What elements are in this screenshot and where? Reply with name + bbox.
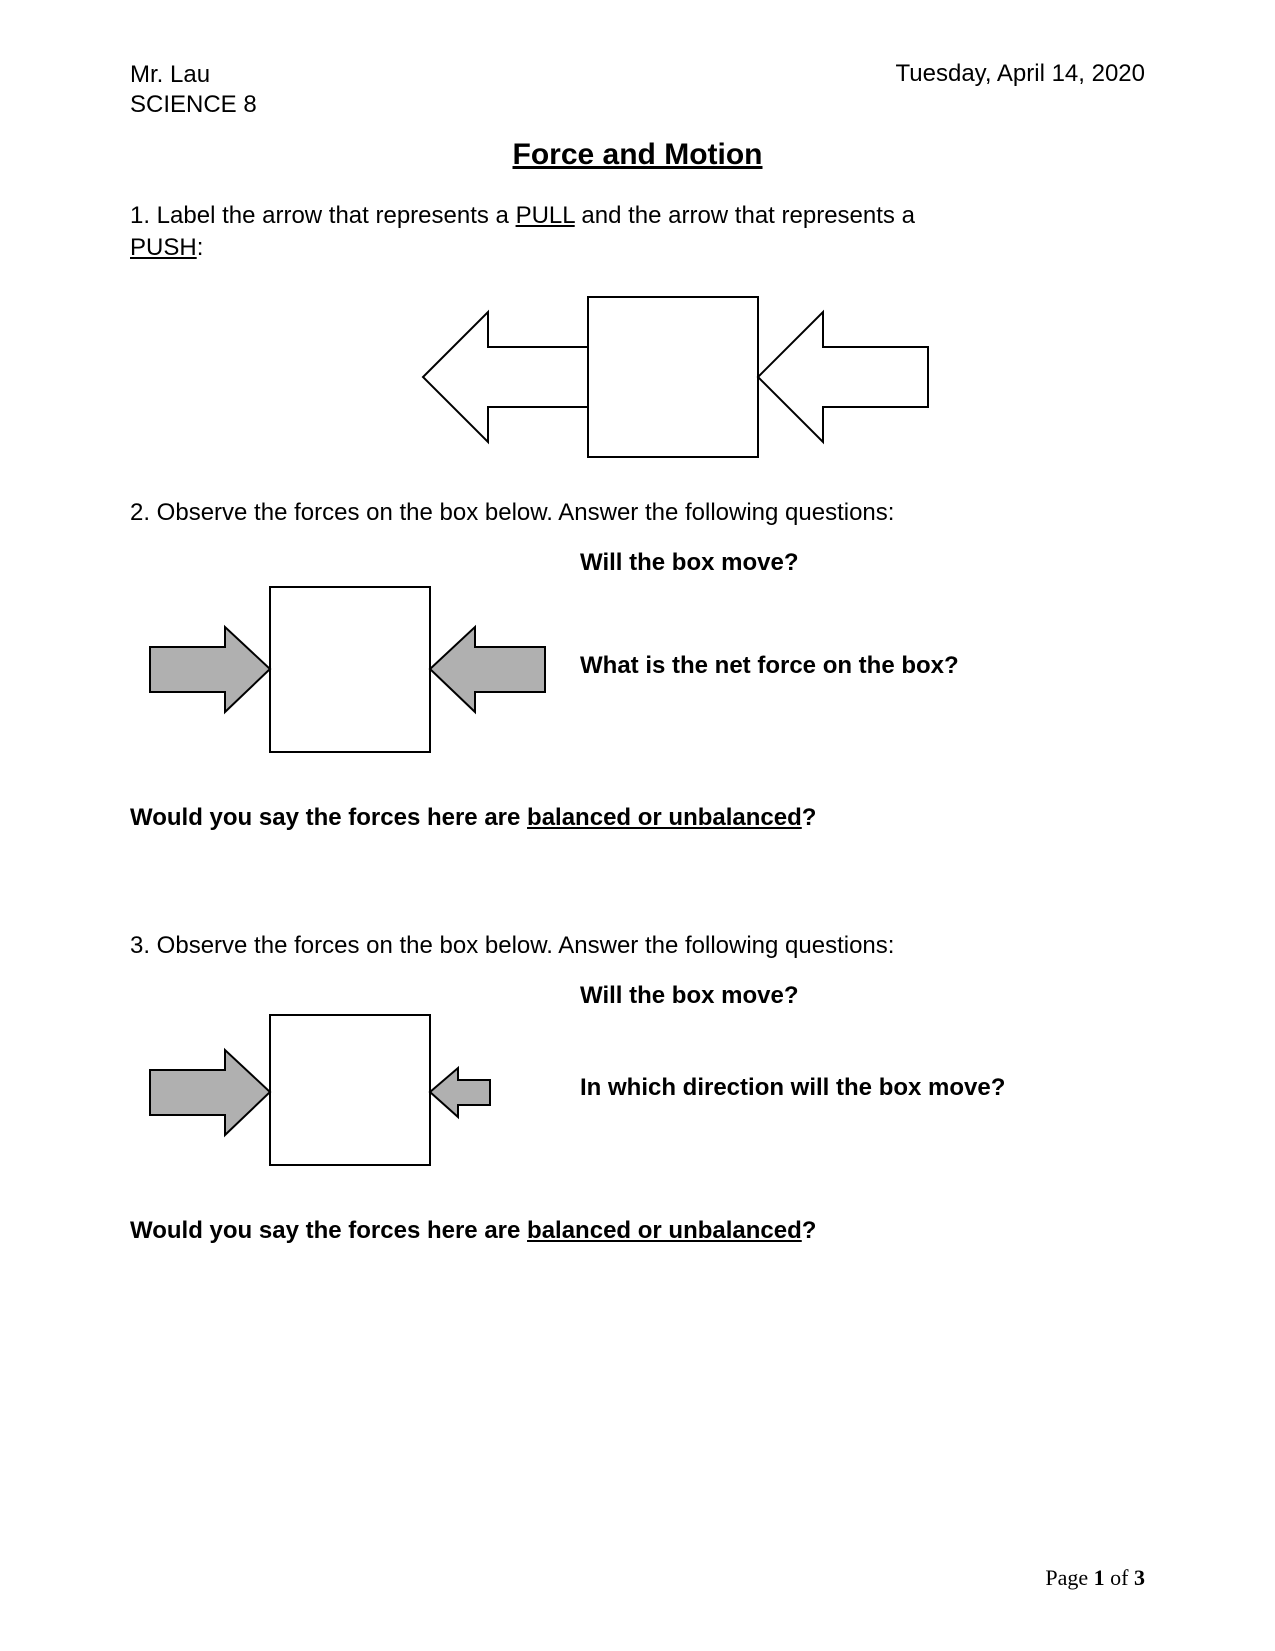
- footer-current-page: 1: [1094, 1565, 1105, 1590]
- q3-prompt: 3. Observe the forces on the box below. …: [130, 930, 1145, 962]
- q2-right-arrow: [430, 627, 545, 712]
- q2-side-questions: Will the box move? What is the net force…: [560, 547, 959, 682]
- q3-right-arrow: [430, 1068, 490, 1117]
- footer-mid: of: [1105, 1565, 1134, 1590]
- header-left: Mr. Lau SCIENCE 8: [130, 60, 257, 120]
- q3-side-q1: Will the box move?: [580, 980, 1005, 1012]
- q3-side-q2: In which direction will the box move?: [580, 1072, 1005, 1104]
- q1-word-pull: PULL: [516, 202, 575, 229]
- q1-left-arrow: [423, 312, 588, 442]
- q2-prompt: 2. Observe the forces on the box below. …: [130, 497, 1145, 529]
- q2-bottom-question: Would you say the forces here are balanc…: [130, 802, 1145, 834]
- q2-left-arrow: [150, 627, 270, 712]
- q3-diagram-wrap: [130, 980, 560, 1175]
- q2-bottom-underlined: balanced or unbalanced: [527, 804, 802, 831]
- q3-bottom-question: Would you say the forces here are balanc…: [130, 1215, 1145, 1247]
- q1-diagram: [328, 287, 948, 467]
- q3-bottom-prefix: Would you say the forces here are: [130, 1217, 527, 1244]
- worksheet-page: Mr. Lau SCIENCE 8 Tuesday, April 14, 202…: [0, 0, 1275, 1651]
- q3-row: Will the box move? In which direction wi…: [130, 980, 1145, 1175]
- q2-bottom-suffix: ?: [802, 804, 817, 831]
- page-header: Mr. Lau SCIENCE 8 Tuesday, April 14, 202…: [130, 60, 1145, 120]
- q1-text-part3: :: [197, 234, 204, 261]
- q2-row: Will the box move? What is the net force…: [130, 547, 1145, 762]
- q2-bottom-prefix: Would you say the forces here are: [130, 804, 527, 831]
- q3-left-arrow: [150, 1050, 270, 1135]
- q2-side-q2: What is the net force on the box?: [580, 650, 959, 682]
- q1-text-part2: and the arrow that represents a: [575, 202, 915, 229]
- q1-right-arrow: [758, 312, 928, 442]
- q3-box: [270, 1015, 430, 1165]
- q3-bottom-underlined: balanced or unbalanced: [527, 1217, 802, 1244]
- q2-box: [270, 587, 430, 752]
- q1-prompt: 1. Label the arrow that represents a PUL…: [130, 200, 1145, 265]
- q1-word-push: PUSH: [130, 234, 197, 261]
- footer-prefix: Page: [1045, 1565, 1093, 1590]
- q1-text-part1: 1. Label the arrow that represents a: [130, 202, 516, 229]
- page-footer: Page 1 of 3: [1045, 1565, 1145, 1591]
- q3-side-questions: Will the box move? In which direction wi…: [560, 980, 1005, 1105]
- header-date: Tuesday, April 14, 2020: [896, 60, 1146, 120]
- teacher-name: Mr. Lau: [130, 60, 257, 90]
- footer-total-pages: 3: [1134, 1565, 1145, 1590]
- q1-box: [588, 297, 758, 457]
- q3-bottom-suffix: ?: [802, 1217, 817, 1244]
- q2-side-q1: Will the box move?: [580, 547, 959, 579]
- course-name: SCIENCE 8: [130, 90, 257, 120]
- q1-diagram-wrap: [130, 287, 1145, 467]
- q2-diagram: [130, 577, 560, 762]
- page-title: Force and Motion: [130, 138, 1145, 172]
- q3-diagram: [130, 1010, 510, 1175]
- q2-diagram-wrap: [130, 547, 560, 762]
